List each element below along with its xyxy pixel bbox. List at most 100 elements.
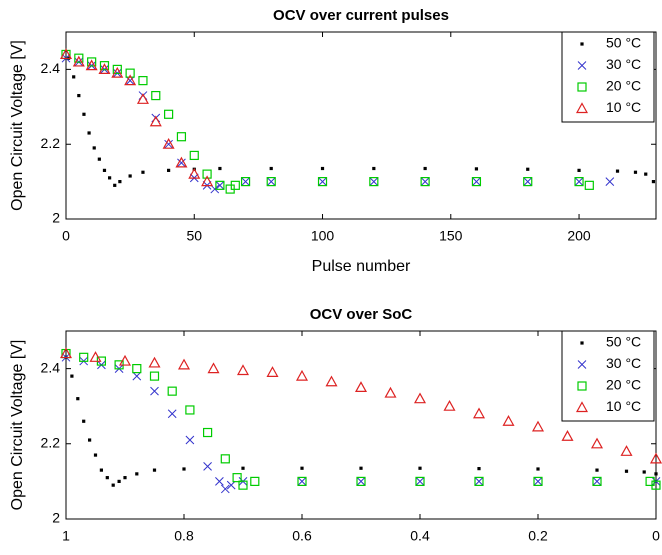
point xyxy=(201,175,214,187)
point xyxy=(241,466,245,470)
point xyxy=(118,180,122,184)
point xyxy=(98,63,111,74)
point xyxy=(125,76,135,85)
point xyxy=(113,183,117,187)
point xyxy=(97,157,101,161)
point xyxy=(590,437,604,449)
point xyxy=(102,168,107,172)
y-tick-label: 2 xyxy=(52,210,60,226)
point xyxy=(105,476,109,480)
point xyxy=(85,59,98,71)
point xyxy=(117,479,121,483)
point xyxy=(93,453,98,457)
point xyxy=(218,166,222,171)
point xyxy=(176,132,187,142)
point xyxy=(523,177,533,186)
y-tick-label: 2 xyxy=(52,510,60,526)
point xyxy=(651,180,656,184)
point xyxy=(202,169,212,179)
point xyxy=(82,112,86,116)
point xyxy=(325,375,338,387)
point xyxy=(574,177,584,186)
point xyxy=(118,354,132,366)
point xyxy=(203,462,212,471)
point xyxy=(533,477,543,486)
point xyxy=(135,472,139,476)
point xyxy=(384,386,397,398)
y-axis-label: Open Circuit Voltage [V] xyxy=(9,40,26,211)
point xyxy=(561,430,574,441)
x-tick-label: 0.2 xyxy=(528,528,548,544)
point xyxy=(152,468,157,472)
point xyxy=(592,477,602,486)
point xyxy=(266,177,276,186)
point xyxy=(162,137,175,149)
point xyxy=(369,177,379,186)
point xyxy=(148,356,161,368)
chart-title: OCV over SoC xyxy=(310,306,413,323)
point xyxy=(356,476,366,486)
point xyxy=(523,177,533,187)
point xyxy=(79,352,89,362)
point xyxy=(471,177,482,187)
point xyxy=(92,146,96,150)
x-tick-label: 1 xyxy=(62,528,70,544)
point xyxy=(167,409,177,419)
legend-label: 10 °C xyxy=(606,99,641,115)
legend-box xyxy=(561,31,655,123)
point xyxy=(250,476,260,486)
point xyxy=(533,476,543,486)
point xyxy=(232,473,242,483)
y-tick-label: 2.4 xyxy=(41,359,61,375)
point xyxy=(615,169,620,173)
point xyxy=(526,167,530,171)
x-axis-label: Pulse number xyxy=(312,258,411,275)
point xyxy=(124,74,137,86)
point xyxy=(132,371,142,381)
point xyxy=(151,90,161,101)
point xyxy=(164,109,174,119)
point xyxy=(369,177,379,187)
point xyxy=(175,156,188,168)
point xyxy=(177,158,186,168)
point xyxy=(138,76,148,86)
point xyxy=(413,392,427,404)
point xyxy=(89,351,102,362)
point xyxy=(472,407,486,419)
legend-marker xyxy=(577,360,587,369)
point xyxy=(477,467,481,471)
point xyxy=(189,150,199,161)
point xyxy=(59,347,73,359)
point xyxy=(420,177,430,186)
point xyxy=(595,468,599,472)
point xyxy=(633,170,638,174)
legend-box xyxy=(561,330,655,422)
x-tick-label: 0.4 xyxy=(410,528,430,544)
chart-title: OCV over current pulses xyxy=(273,7,449,24)
point xyxy=(111,66,124,78)
point xyxy=(320,166,325,171)
point xyxy=(318,177,327,186)
point xyxy=(605,177,615,186)
point xyxy=(207,362,220,374)
point xyxy=(536,467,540,471)
x-tick-label: 200 xyxy=(567,228,591,244)
point xyxy=(188,167,201,179)
y-tick-label: 2.4 xyxy=(41,60,61,76)
point xyxy=(185,435,195,445)
point xyxy=(420,177,430,187)
point xyxy=(182,467,186,471)
y-tick-label: 2.2 xyxy=(41,135,61,151)
legend-label: 20 °C xyxy=(606,377,641,393)
point xyxy=(238,480,248,490)
point xyxy=(415,477,425,486)
point xyxy=(136,93,149,104)
point xyxy=(297,476,307,486)
point xyxy=(150,386,159,396)
point xyxy=(577,168,581,172)
point xyxy=(141,170,145,174)
point xyxy=(125,68,135,78)
point xyxy=(620,445,633,456)
point xyxy=(574,177,584,187)
